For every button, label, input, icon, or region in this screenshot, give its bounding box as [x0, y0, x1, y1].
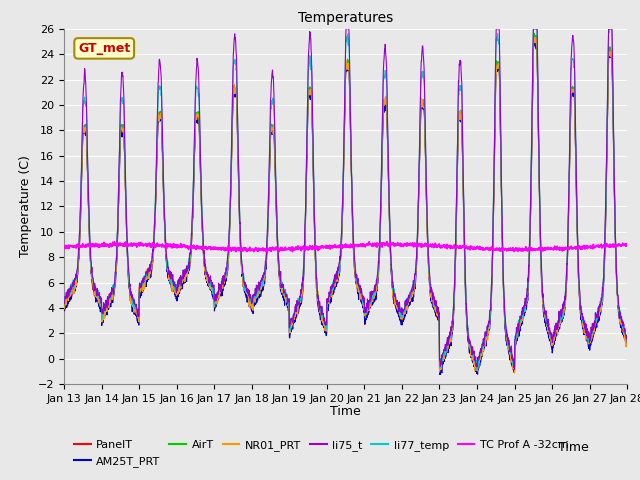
PanelT — [607, 50, 615, 56]
Text: GT_met: GT_met — [78, 42, 131, 55]
AirT — [510, 365, 518, 371]
NR01_PRT — [334, 276, 342, 281]
Y-axis label: Temperature (C): Temperature (C) — [19, 156, 32, 257]
li75_t — [607, 26, 615, 32]
PanelT — [504, 344, 511, 350]
AirT — [623, 336, 631, 341]
PanelT — [623, 344, 631, 349]
AM25T_PRT — [531, 36, 539, 42]
li75_t — [504, 337, 511, 343]
TC Prof A -32cm — [60, 246, 68, 252]
li75_t — [60, 299, 68, 304]
Text: Time: Time — [558, 441, 589, 454]
PanelT — [436, 370, 444, 375]
Line: AM25T_PRT: AM25T_PRT — [64, 39, 627, 374]
AirT — [60, 300, 68, 306]
li77_temp — [504, 336, 511, 341]
AirT — [607, 51, 615, 57]
PanelT — [89, 282, 97, 288]
Legend: PanelT, AM25T_PRT, AirT, NR01_PRT, li75_t, li77_temp, TC Prof A -32cm: PanelT, AM25T_PRT, AirT, NR01_PRT, li75_… — [70, 436, 573, 471]
TC Prof A -32cm — [504, 247, 512, 252]
NR01_PRT — [607, 48, 615, 54]
AM25T_PRT — [60, 308, 68, 313]
NR01_PRT — [504, 342, 511, 348]
TC Prof A -32cm — [263, 250, 271, 255]
PanelT — [60, 302, 68, 308]
NR01_PRT — [532, 34, 540, 40]
PanelT — [607, 53, 615, 59]
X-axis label: Time: Time — [330, 405, 361, 418]
NR01_PRT — [511, 370, 518, 376]
AM25T_PRT — [607, 53, 615, 59]
li75_t — [623, 340, 631, 346]
TC Prof A -32cm — [334, 243, 342, 249]
li77_temp — [623, 337, 631, 343]
AirT — [531, 31, 538, 36]
li77_temp — [607, 26, 615, 32]
TC Prof A -32cm — [607, 243, 615, 249]
li75_t — [334, 268, 342, 274]
li75_t — [342, 26, 350, 32]
Line: AirT: AirT — [64, 34, 627, 368]
li75_t — [89, 275, 97, 281]
li77_temp — [319, 313, 327, 319]
AirT — [334, 273, 342, 278]
AirT — [504, 339, 511, 345]
li77_temp — [60, 300, 68, 306]
Line: NR01_PRT: NR01_PRT — [64, 37, 627, 373]
TC Prof A -32cm — [89, 243, 97, 249]
NR01_PRT — [60, 306, 68, 312]
li77_temp — [607, 26, 615, 32]
li77_temp — [529, 26, 537, 32]
NR01_PRT — [607, 50, 615, 56]
Title: Temperatures: Temperatures — [298, 11, 393, 25]
Line: li75_t: li75_t — [64, 29, 627, 369]
AM25T_PRT — [607, 52, 615, 58]
TC Prof A -32cm — [623, 242, 631, 248]
TC Prof A -32cm — [607, 244, 615, 250]
li75_t — [319, 310, 327, 316]
AM25T_PRT — [504, 345, 511, 351]
TC Prof A -32cm — [319, 245, 327, 251]
AM25T_PRT — [623, 343, 631, 349]
AM25T_PRT — [319, 321, 327, 327]
TC Prof A -32cm — [383, 239, 390, 244]
PanelT — [319, 319, 327, 325]
AM25T_PRT — [89, 284, 97, 290]
AirT — [607, 49, 615, 55]
NR01_PRT — [623, 340, 631, 346]
AM25T_PRT — [436, 372, 444, 377]
li77_temp — [89, 273, 97, 279]
NR01_PRT — [319, 320, 327, 326]
li77_temp — [334, 269, 342, 275]
Line: li77_temp: li77_temp — [64, 29, 627, 370]
PanelT — [532, 36, 540, 42]
AM25T_PRT — [334, 280, 342, 286]
Line: TC Prof A -32cm: TC Prof A -32cm — [64, 241, 627, 252]
li75_t — [607, 26, 615, 32]
li75_t — [511, 366, 518, 372]
Line: PanelT: PanelT — [64, 39, 627, 372]
AirT — [89, 278, 97, 284]
PanelT — [334, 275, 342, 281]
AirT — [319, 315, 327, 321]
NR01_PRT — [89, 280, 97, 286]
li77_temp — [473, 367, 481, 372]
